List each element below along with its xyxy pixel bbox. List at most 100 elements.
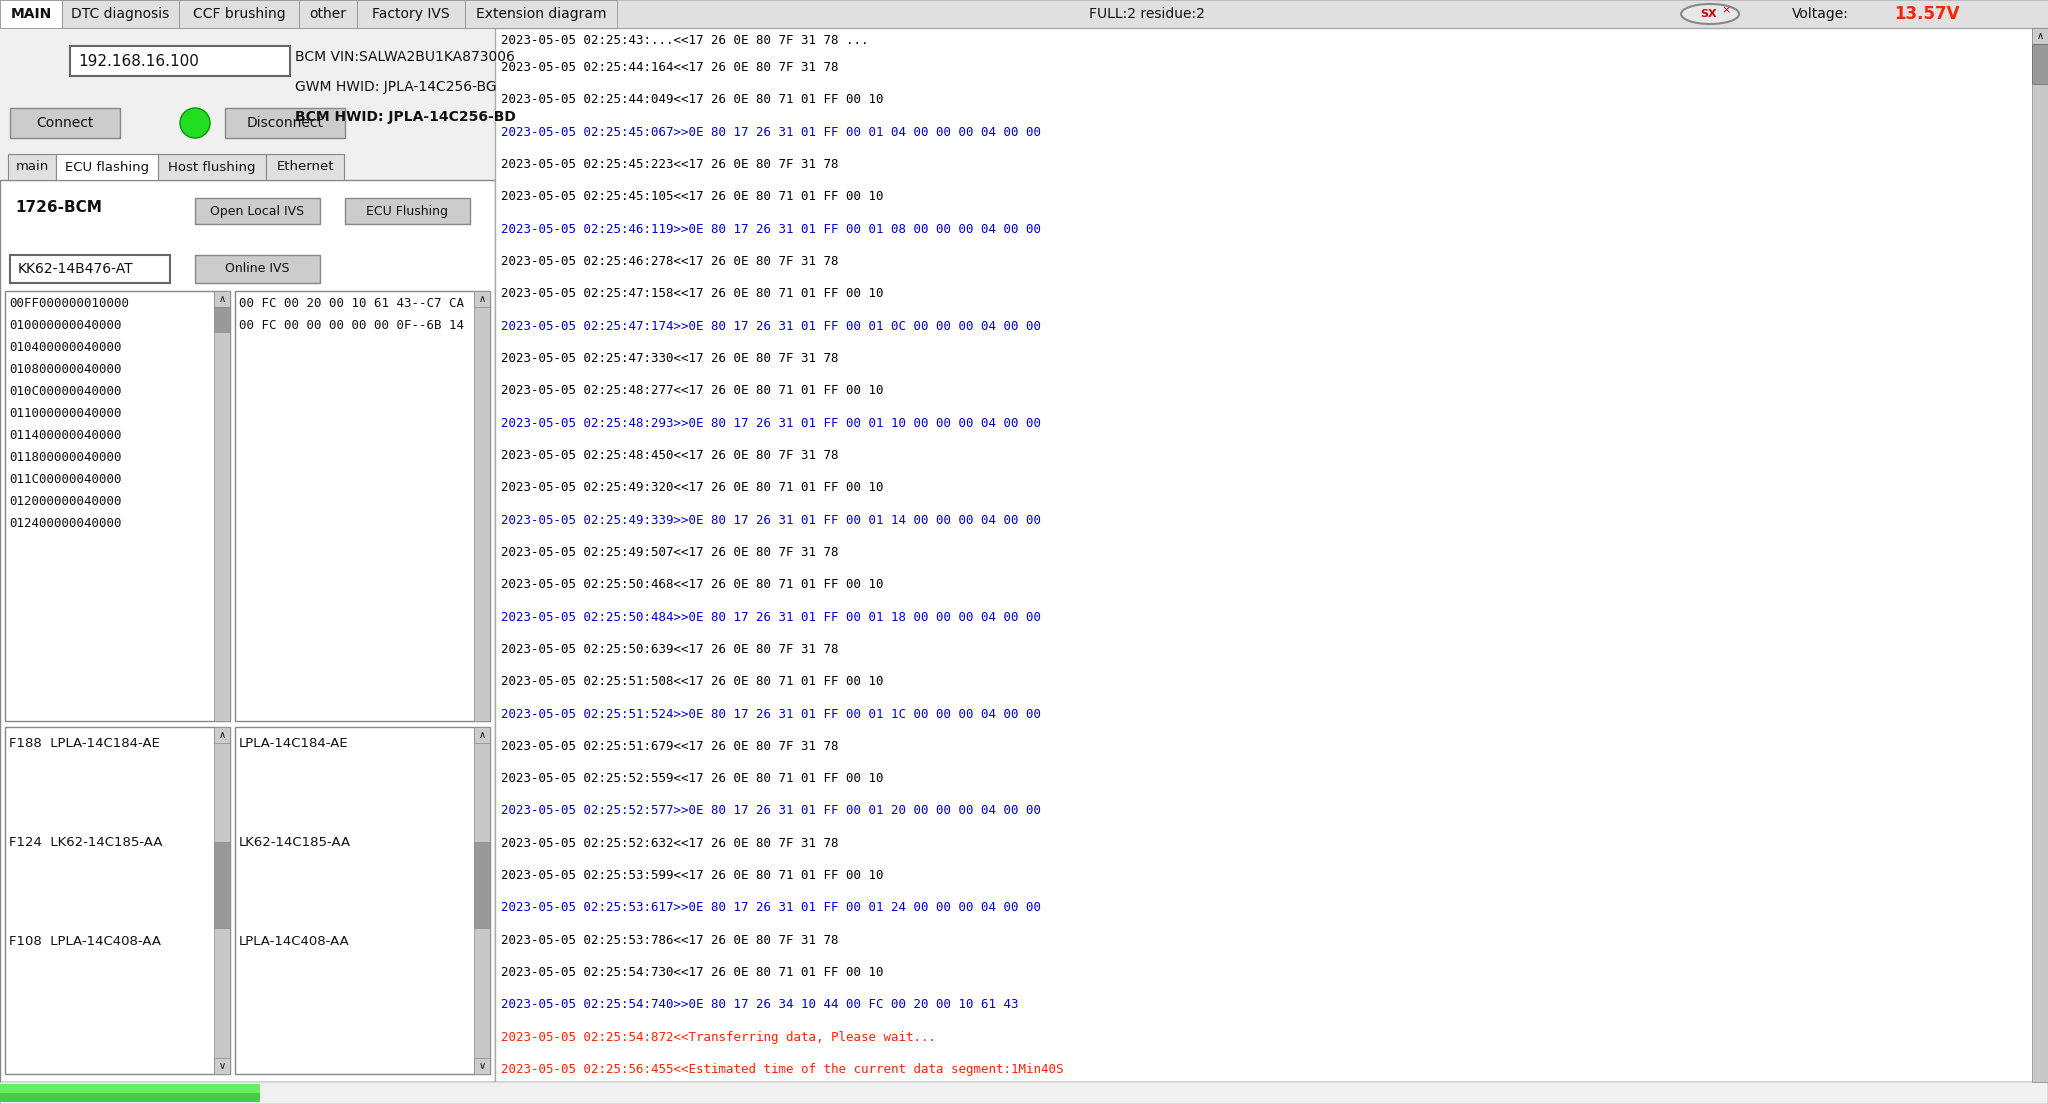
Bar	[61, 0, 178, 28]
Text: 010000000040000: 010000000040000	[8, 319, 121, 332]
Ellipse shape	[1681, 4, 1739, 24]
Circle shape	[180, 108, 211, 138]
Text: main: main	[16, 160, 49, 173]
Text: F108  LPLA-14C408-AA: F108 LPLA-14C408-AA	[8, 935, 162, 948]
Text: 2023-05-05 02:25:49:320<<17 26 0E 80 71 01 FF 00 10: 2023-05-05 02:25:49:320<<17 26 0E 80 71 …	[502, 481, 883, 495]
Bar	[465, 0, 616, 28]
Text: 2023-05-05 02:25:47:158<<17 26 0E 80 71 01 FF 00 10: 2023-05-05 02:25:47:158<<17 26 0E 80 71 …	[502, 287, 883, 300]
Bar	[266, 153, 344, 180]
Bar	[236, 728, 489, 1074]
Bar	[496, 28, 2048, 1082]
Text: 2023-05-05 02:25:52:577>>0E 80 17 26 31 01 FF 00 01 20 00 00 00 04 00 00: 2023-05-05 02:25:52:577>>0E 80 17 26 31 …	[502, 805, 1040, 817]
Text: 2023-05-05 02:25:51:679<<17 26 0E 80 7F 31 78: 2023-05-05 02:25:51:679<<17 26 0E 80 7F …	[502, 740, 838, 753]
Text: 011800000040000: 011800000040000	[8, 452, 121, 464]
Text: 010800000040000: 010800000040000	[8, 363, 121, 376]
Text: KK62-14B476-AT: KK62-14B476-AT	[18, 262, 133, 276]
Bar	[473, 728, 489, 1074]
Text: 011C00000040000: 011C00000040000	[8, 473, 121, 486]
Bar	[4, 291, 229, 721]
Text: 011000000040000: 011000000040000	[8, 407, 121, 420]
Bar	[2032, 44, 2048, 84]
Bar	[213, 842, 229, 928]
Text: F124  LK62-14C185-AA: F124 LK62-14C185-AA	[8, 836, 162, 849]
Text: Extension diagram: Extension diagram	[475, 7, 606, 21]
Bar	[8, 153, 55, 180]
Bar	[178, 0, 299, 28]
Text: 2023-05-05 02:25:45:105<<17 26 0E 80 71 01 FF 00 10: 2023-05-05 02:25:45:105<<17 26 0E 80 71 …	[502, 190, 883, 203]
Bar	[473, 291, 489, 307]
Text: 2023-05-05 02:25:43:...<<17 26 0E 80 7F 31 78 ...: 2023-05-05 02:25:43:...<<17 26 0E 80 7F …	[502, 34, 868, 47]
Text: 2023-05-05 02:25:50:639<<17 26 0E 80 7F 31 78: 2023-05-05 02:25:50:639<<17 26 0E 80 7F …	[502, 643, 838, 656]
Text: FULL:2 residue:2: FULL:2 residue:2	[1090, 7, 1204, 21]
Bar	[473, 728, 489, 743]
Text: 2023-05-05 02:25:56:455<<Estimated time of the current data segment:1Min40S: 2023-05-05 02:25:56:455<<Estimated time …	[502, 1063, 1063, 1076]
Text: LPLA-14C408-AA: LPLA-14C408-AA	[240, 935, 350, 948]
Text: 2023-05-05 02:25:47:174>>0E 80 17 26 31 01 FF 00 01 0C 00 00 00 04 00 00: 2023-05-05 02:25:47:174>>0E 80 17 26 31 …	[502, 320, 1040, 332]
Text: ∨: ∨	[479, 1061, 485, 1071]
Bar	[473, 842, 489, 928]
Text: Host flushing: Host flushing	[168, 160, 256, 173]
Bar	[10, 108, 121, 138]
Bar	[0, 180, 496, 1082]
Bar	[0, 28, 496, 1082]
Bar	[4, 728, 229, 1074]
Text: SX: SX	[1700, 9, 1716, 19]
Text: ∧: ∧	[2036, 31, 2044, 41]
Bar	[236, 291, 489, 721]
Text: 2023-05-05 02:25:50:468<<17 26 0E 80 71 01 FF 00 10: 2023-05-05 02:25:50:468<<17 26 0E 80 71 …	[502, 578, 883, 592]
Bar	[2032, 28, 2048, 44]
Text: ∧: ∧	[219, 294, 225, 304]
Text: 011400000040000: 011400000040000	[8, 429, 121, 442]
Text: 2023-05-05 02:25:47:330<<17 26 0E 80 7F 31 78: 2023-05-05 02:25:47:330<<17 26 0E 80 7F …	[502, 352, 838, 365]
Text: other: other	[309, 7, 346, 21]
Text: 2023-05-05 02:25:46:278<<17 26 0E 80 7F 31 78: 2023-05-05 02:25:46:278<<17 26 0E 80 7F …	[502, 255, 838, 268]
Text: CCF brushing: CCF brushing	[193, 7, 285, 21]
Text: 2023-05-05 02:25:44:164<<17 26 0E 80 7F 31 78: 2023-05-05 02:25:44:164<<17 26 0E 80 7F …	[502, 61, 838, 74]
Bar	[213, 307, 229, 332]
Text: 012000000040000: 012000000040000	[8, 495, 121, 508]
Text: LK62-14C185-AA: LK62-14C185-AA	[240, 836, 350, 849]
Text: 13.57V: 13.57V	[1894, 6, 1960, 23]
Text: 2023-05-05 02:25:52:559<<17 26 0E 80 71 01 FF 00 10: 2023-05-05 02:25:52:559<<17 26 0E 80 71 …	[502, 772, 883, 785]
Bar	[356, 0, 465, 28]
Text: 012400000040000: 012400000040000	[8, 517, 121, 530]
Text: 2023-05-05 02:25:48:277<<17 26 0E 80 71 01 FF 00 10: 2023-05-05 02:25:48:277<<17 26 0E 80 71 …	[502, 384, 883, 397]
Bar	[0, 0, 2048, 28]
Bar	[0, 1084, 260, 1093]
Text: 2023-05-05 02:25:49:339>>0E 80 17 26 31 01 FF 00 01 14 00 00 00 04 00 00: 2023-05-05 02:25:49:339>>0E 80 17 26 31 …	[502, 513, 1040, 527]
Text: Factory IVS: Factory IVS	[373, 7, 451, 21]
Text: 00FF000000010000: 00FF000000010000	[8, 297, 129, 310]
Bar	[0, 1082, 2048, 1104]
Text: 2023-05-05 02:25:50:484>>0E 80 17 26 31 01 FF 00 01 18 00 00 00 04 00 00: 2023-05-05 02:25:50:484>>0E 80 17 26 31 …	[502, 611, 1040, 624]
Text: 2023-05-05 02:25:45:223<<17 26 0E 80 7F 31 78: 2023-05-05 02:25:45:223<<17 26 0E 80 7F …	[502, 158, 838, 171]
Bar	[195, 255, 319, 283]
Bar	[473, 291, 489, 721]
Bar	[213, 1058, 229, 1074]
Text: 2023-05-05 02:25:52:632<<17 26 0E 80 7F 31 78: 2023-05-05 02:25:52:632<<17 26 0E 80 7F …	[502, 837, 838, 850]
Text: 2023-05-05 02:25:51:524>>0E 80 17 26 31 01 FF 00 01 1C 00 00 00 04 00 00: 2023-05-05 02:25:51:524>>0E 80 17 26 31 …	[502, 708, 1040, 721]
Text: DTC diagnosis: DTC diagnosis	[72, 7, 170, 21]
Text: 2023-05-05 02:25:45:067>>0E 80 17 26 31 01 FF 00 01 04 00 00 00 04 00 00: 2023-05-05 02:25:45:067>>0E 80 17 26 31 …	[502, 126, 1040, 139]
Bar	[473, 1058, 489, 1074]
Bar	[158, 153, 266, 180]
Text: BCM VIN:SALWA2BU1KA873006: BCM VIN:SALWA2BU1KA873006	[295, 50, 514, 64]
Text: ECU flashing: ECU flashing	[66, 160, 150, 173]
Text: ∧: ∧	[219, 730, 225, 740]
Bar	[213, 291, 229, 307]
Bar	[213, 728, 229, 743]
Text: LPLA-14C184-AE: LPLA-14C184-AE	[240, 737, 348, 750]
Bar	[0, 0, 61, 28]
Bar	[55, 153, 158, 180]
Text: 2023-05-05 02:25:49:507<<17 26 0E 80 7F 31 78: 2023-05-05 02:25:49:507<<17 26 0E 80 7F …	[502, 545, 838, 559]
Text: Online IVS: Online IVS	[225, 263, 289, 276]
Text: ECU Flushing: ECU Flushing	[367, 205, 449, 219]
Text: GWM HWID: JPLA-14C256-BG: GWM HWID: JPLA-14C256-BG	[295, 79, 496, 94]
Text: MAIN: MAIN	[10, 7, 51, 21]
Bar	[2032, 28, 2048, 1082]
Text: 192.168.16.100: 192.168.16.100	[78, 53, 199, 68]
Text: Ethernet: Ethernet	[276, 160, 334, 173]
Bar	[213, 291, 229, 721]
Text: 2023-05-05 02:25:46:119>>0E 80 17 26 31 01 FF 00 01 08 00 00 00 04 00 00: 2023-05-05 02:25:46:119>>0E 80 17 26 31 …	[502, 223, 1040, 235]
Text: Voltage:: Voltage:	[1792, 7, 1849, 21]
Text: F188  LPLA-14C184-AE: F188 LPLA-14C184-AE	[8, 737, 160, 750]
